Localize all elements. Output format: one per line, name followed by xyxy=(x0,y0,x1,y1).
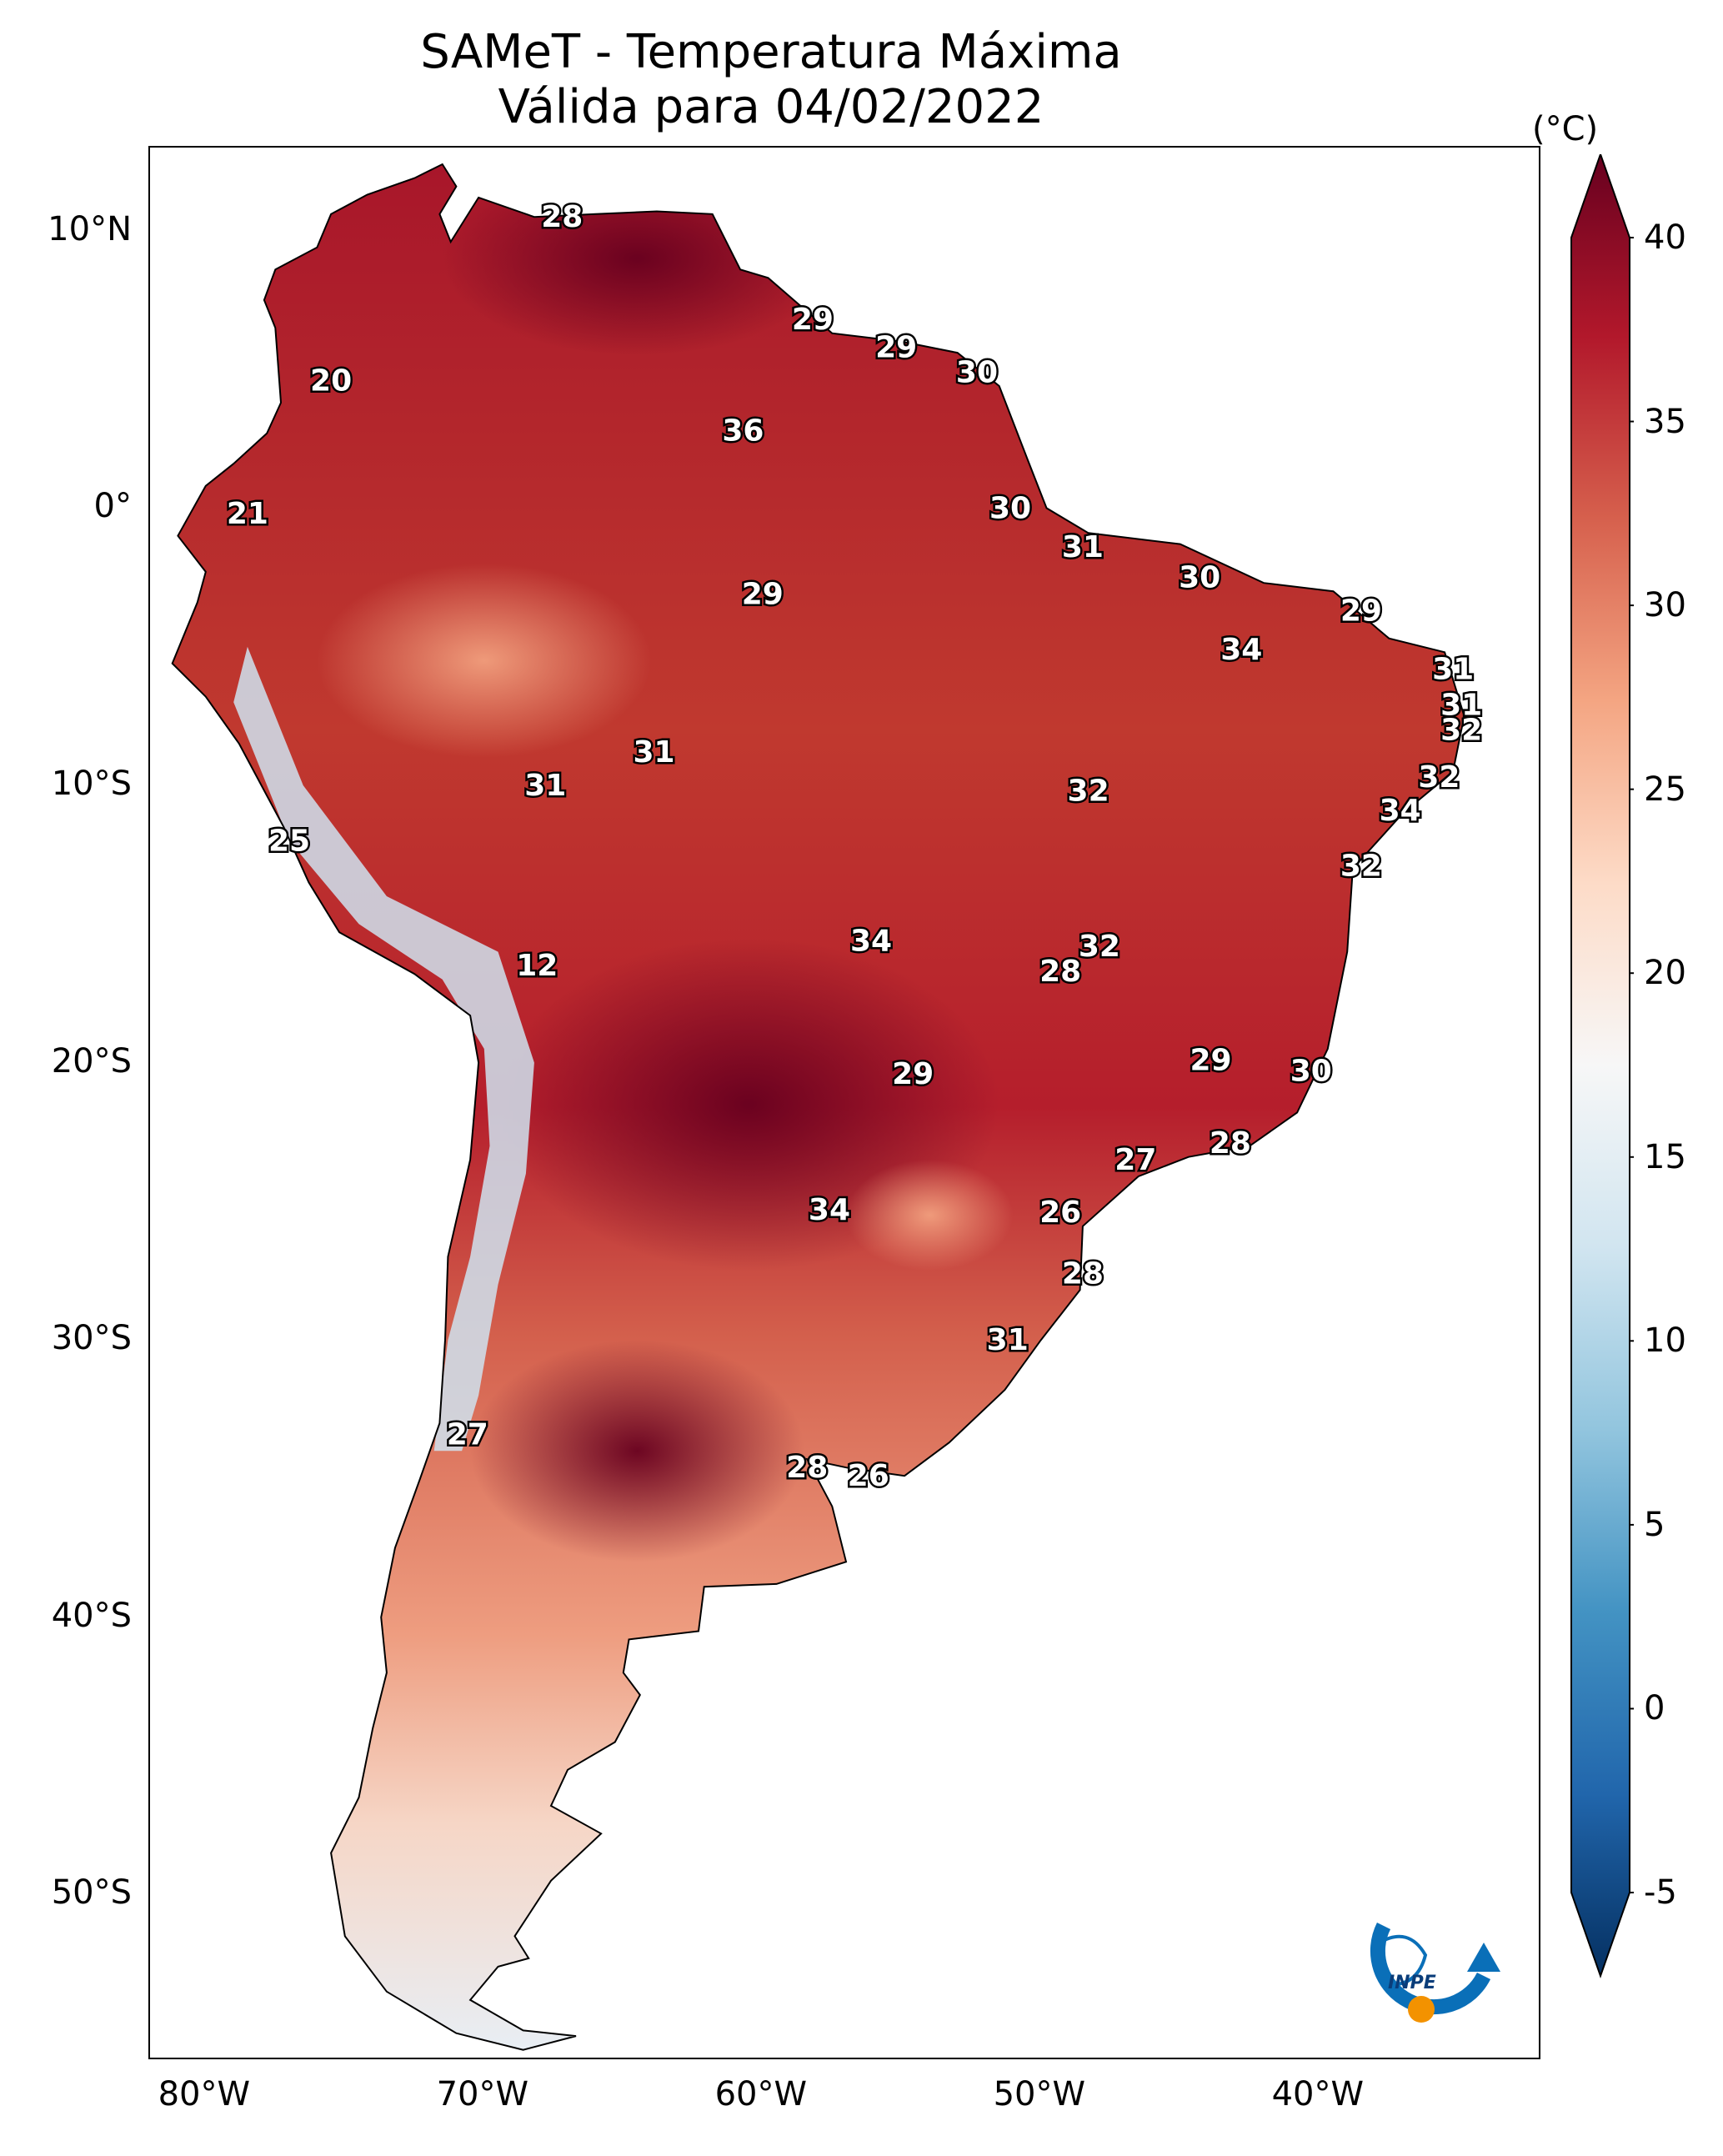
colorbar-tick-label: 40 xyxy=(1644,218,1686,257)
city-temperature-value: 31 xyxy=(1432,652,1474,686)
city-temperature-value: 29 xyxy=(875,330,917,364)
temperature-feature xyxy=(470,1340,804,1562)
city-temperature-value: 34 xyxy=(1380,794,1421,828)
city-temperature-value: 31 xyxy=(524,769,566,803)
city-temperature-value: 28 xyxy=(786,1451,828,1485)
colorbar-tick-label: 0 xyxy=(1644,1689,1665,1728)
andes-cool-zone xyxy=(233,646,534,1452)
colorbar-tick-label: -5 xyxy=(1644,1873,1677,1912)
colorbar-tick-label: 20 xyxy=(1644,954,1686,993)
city-temperature-value: 31 xyxy=(1062,530,1104,564)
temperature-feature xyxy=(442,164,833,356)
city-temperature-value: 29 xyxy=(742,578,784,612)
city-temperature-value: 28 xyxy=(541,200,583,234)
colorbar-tick-label: 30 xyxy=(1644,586,1686,625)
latitude-tick-label: 20°S xyxy=(51,1041,132,1081)
latitude-tick-label: 0° xyxy=(93,487,132,526)
longitude-tick-label: 80°W xyxy=(158,2075,251,2113)
city-temperature-value: 32 xyxy=(1340,849,1382,883)
longitude-tick-label: 70°W xyxy=(436,2075,529,2113)
latitude-tick-label: 30°S xyxy=(51,1319,132,1358)
city-temperature-value: 26 xyxy=(848,1459,889,1493)
city-temperature-value: 27 xyxy=(1114,1143,1156,1177)
city-temperature-value: 25 xyxy=(268,825,310,859)
latitude-tick-label: 40°S xyxy=(51,1596,132,1635)
colorbar-unit: (°C) xyxy=(1532,110,1599,148)
coastline xyxy=(171,163,1465,2051)
city-temperature-value: 28 xyxy=(1210,1126,1251,1161)
latitude-tick-label: 10°N xyxy=(48,209,132,248)
city-temperature-value: 32 xyxy=(1068,775,1109,809)
city-temperature-value: 21 xyxy=(227,497,268,531)
longitude-tick-label: 60°W xyxy=(714,2075,808,2113)
city-temperature-value: 34 xyxy=(1220,633,1262,667)
title-line-1: SAMeT - Temperatura Máxima xyxy=(420,25,1122,79)
colorbar-tick-label: 35 xyxy=(1644,402,1686,441)
city-temperature-value: 36 xyxy=(722,414,764,448)
city-temperature-value: 34 xyxy=(809,1193,850,1227)
city-temperature-value: 30 xyxy=(1290,1055,1332,1089)
colorbar-tick-label: 5 xyxy=(1644,1505,1665,1544)
city-temperature-value: 26 xyxy=(1039,1196,1081,1230)
city-temperature-value: 32 xyxy=(1440,713,1482,747)
longitude-tick-label: 40°W xyxy=(1271,2075,1365,2113)
city-temperature-value: 31 xyxy=(987,1323,1029,1357)
colorbar-tick-label: 25 xyxy=(1644,770,1686,809)
city-temperature-value: 30 xyxy=(956,355,998,389)
temperature-feature xyxy=(317,563,652,758)
colorbar-tick-label: 10 xyxy=(1644,1321,1686,1361)
title-line-2: Válida para 04/02/2022 xyxy=(498,80,1044,134)
city-temperature-value: 28 xyxy=(1062,1256,1104,1291)
map-frame[interactable]: 28 20 21 29 29 30 36 30 31 29 30 29 34 31 31 32 32 34 32 32… xyxy=(148,146,1540,2059)
city-temperature-value: 30 xyxy=(989,491,1031,525)
city-temperature-value: 29 xyxy=(892,1057,934,1091)
city-temperature-value: 32 xyxy=(1079,930,1120,964)
city-temperature-value: 27 xyxy=(447,1417,488,1452)
colorbar-tick-label: 15 xyxy=(1644,1137,1686,1176)
latitude-tick-label: 50°S xyxy=(51,1873,132,1913)
colorbar-gradient xyxy=(1570,154,1630,1979)
city-temperature-value: 28 xyxy=(1039,955,1081,989)
south-america-landmass xyxy=(171,163,1465,2051)
city-temperature-value: 31 xyxy=(1440,689,1482,723)
latitude-tick-label: 10°S xyxy=(51,765,132,803)
city-temperature-value: 20 xyxy=(310,364,352,398)
logo-text: INPE xyxy=(1388,1973,1436,1993)
longitude-tick-label: 50°W xyxy=(993,2075,1086,2113)
city-temperature-value: 34 xyxy=(850,924,892,958)
city-temperature-value: 32 xyxy=(1418,760,1460,795)
city-temperature-value: 29 xyxy=(792,303,834,337)
city-temperature-value: 29 xyxy=(1340,594,1382,628)
city-temperature-value: 31 xyxy=(633,735,674,770)
city-temperature-value: 12 xyxy=(516,949,558,983)
inpe-logo: INPE xyxy=(1359,1909,1509,2034)
city-temperature-value: 30 xyxy=(1179,561,1220,595)
city-temperature-value: 29 xyxy=(1190,1043,1231,1077)
temperature-feature xyxy=(846,1160,1014,1271)
colorbar xyxy=(1570,154,1634,1979)
